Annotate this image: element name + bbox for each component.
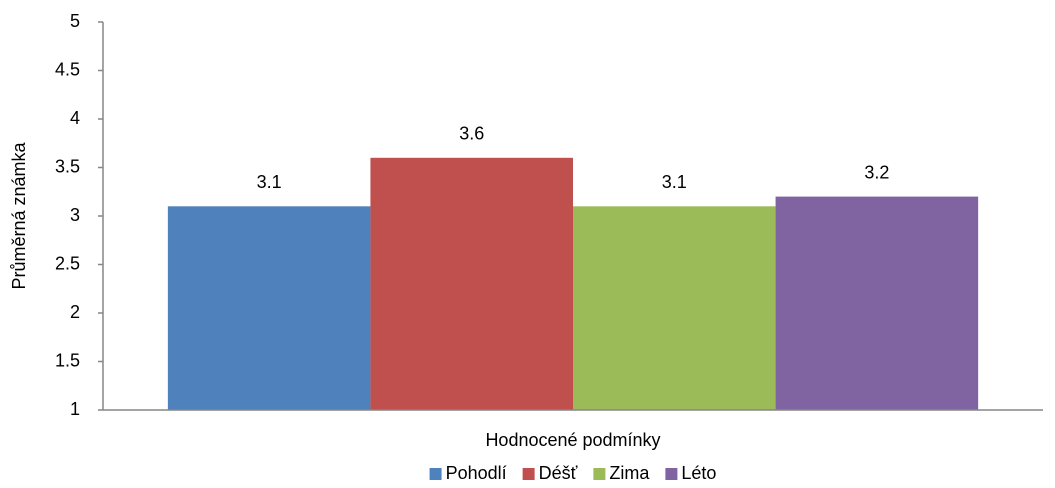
y-tick-label: 3.5 bbox=[55, 156, 80, 176]
y-tick-label: 2 bbox=[70, 302, 80, 322]
y-tick-label: 5 bbox=[70, 11, 80, 31]
data-label: 3.2 bbox=[864, 162, 889, 182]
legend-swatch bbox=[593, 468, 606, 480]
legend-swatch bbox=[429, 468, 442, 480]
y-tick-label: 4.5 bbox=[55, 59, 80, 79]
legend-label: Déšť bbox=[539, 463, 578, 483]
y-tick-label: 3 bbox=[70, 205, 80, 225]
x-axis-label: Hodnocené podmínky bbox=[485, 430, 660, 450]
y-tick-label: 1 bbox=[70, 399, 80, 419]
bar bbox=[573, 206, 776, 410]
y-axis-label: Průměrná známka bbox=[9, 141, 29, 289]
legend-swatch bbox=[665, 468, 678, 480]
y-tick-label: 4 bbox=[70, 108, 80, 128]
legend-label: Léto bbox=[681, 463, 716, 483]
y-tick-label: 2.5 bbox=[55, 253, 80, 273]
data-label: 3.1 bbox=[662, 172, 687, 192]
legend-swatch bbox=[522, 468, 535, 480]
data-label: 3.1 bbox=[257, 172, 282, 192]
legend-label: Pohodlí bbox=[446, 463, 507, 483]
y-tick-label: 1.5 bbox=[55, 350, 80, 370]
bar bbox=[775, 196, 979, 410]
legend-label: Zima bbox=[609, 463, 650, 483]
bar bbox=[167, 206, 371, 410]
bar bbox=[370, 157, 573, 410]
data-label: 3.6 bbox=[459, 124, 484, 144]
